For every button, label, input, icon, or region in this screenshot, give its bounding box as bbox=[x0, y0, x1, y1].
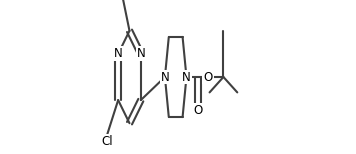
Text: N: N bbox=[136, 47, 145, 60]
Text: O: O bbox=[203, 71, 213, 83]
Text: O: O bbox=[193, 104, 203, 117]
Text: Cl: Cl bbox=[101, 135, 113, 148]
Text: N: N bbox=[114, 47, 122, 60]
Text: N: N bbox=[161, 71, 169, 83]
Text: N: N bbox=[182, 71, 191, 83]
